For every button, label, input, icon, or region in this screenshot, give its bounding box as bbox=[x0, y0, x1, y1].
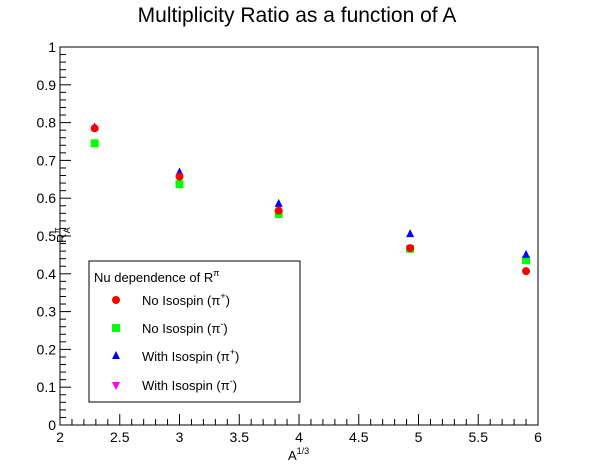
y-axis-label-sub: A bbox=[62, 227, 72, 233]
y-tick-label: 0.6 bbox=[37, 190, 57, 206]
x-tick-label: 2 bbox=[56, 429, 64, 445]
y-tick-label: 0.9 bbox=[37, 77, 57, 93]
data-point bbox=[90, 139, 99, 148]
x-axis: 2 2.5 3 3.5 4 4.5 5 5.5 6 bbox=[56, 414, 542, 445]
data-point bbox=[90, 124, 99, 133]
data-point bbox=[274, 198, 283, 207]
x-tick-label: 5 bbox=[415, 429, 423, 445]
y-axis-label: RπA bbox=[52, 227, 72, 243]
legend-marker bbox=[112, 324, 120, 332]
legend: Nu dependence of Rπ No Isospin (π+)No Is… bbox=[88, 260, 301, 403]
data-points bbox=[90, 122, 531, 276]
legend-label: With Isospin (π+) bbox=[142, 347, 239, 364]
data-point bbox=[175, 172, 184, 181]
legend-entries: No Isospin (π+) No Isospin (π-) With Isosp… bbox=[112, 291, 239, 393]
y-axis: 0 0.1 0.2 0.3 0.4 0.5 0.6 0.7 0.8 0.9 1 bbox=[37, 39, 71, 433]
data-point bbox=[522, 267, 531, 276]
y-tick-label: 0.3 bbox=[37, 304, 57, 320]
y-tick-label: 0.2 bbox=[37, 341, 57, 357]
x-tick-label: 2.5 bbox=[110, 429, 130, 445]
y-tick-label: 0.1 bbox=[37, 379, 57, 395]
data-point bbox=[274, 206, 283, 215]
legend-marker bbox=[112, 382, 120, 390]
x-tick-label: 6 bbox=[534, 429, 542, 445]
y-tick-label: 0.8 bbox=[37, 115, 57, 131]
chart-title: Multiplicity Ratio as a function of A bbox=[138, 4, 457, 27]
data-point bbox=[175, 180, 184, 189]
legend-marker bbox=[112, 296, 120, 304]
data-point bbox=[406, 244, 415, 253]
legend-marker bbox=[112, 351, 120, 359]
x-tick-label: 4 bbox=[295, 429, 303, 445]
x-tick-label: 5.5 bbox=[469, 429, 489, 445]
data-point bbox=[522, 256, 531, 265]
data-point bbox=[406, 229, 415, 238]
x-tick-label: 4.5 bbox=[349, 429, 369, 445]
y-tick-label: 0.7 bbox=[37, 152, 57, 168]
y-tick-label: 1 bbox=[48, 39, 56, 55]
x-tick-label: 3.5 bbox=[230, 429, 250, 445]
y-axis-label-sup: π bbox=[52, 227, 62, 233]
legend-label: No Isospin (π-) bbox=[142, 319, 228, 336]
legend-header: Nu dependence of Rπ bbox=[94, 268, 219, 285]
y-axis-label-base: R bbox=[54, 234, 69, 243]
x-axis-label-sup: 1/3 bbox=[297, 446, 310, 456]
legend-box bbox=[88, 260, 301, 403]
x-axis-label: A1/3 bbox=[288, 446, 309, 463]
data-point bbox=[522, 249, 531, 258]
y-tick-label: 0.4 bbox=[37, 266, 57, 282]
y-tick-label: 0 bbox=[48, 417, 56, 433]
x-axis-label-base: A bbox=[288, 448, 297, 463]
legend-label: No Isospin (π+) bbox=[142, 291, 230, 308]
legend-header-base: Nu dependence of R bbox=[94, 270, 213, 285]
x-tick-label: 3 bbox=[176, 429, 184, 445]
y-tick-label: 0.5 bbox=[37, 228, 57, 244]
legend-header-sup: π bbox=[213, 268, 219, 278]
legend-label: With Isospin (π-) bbox=[142, 376, 237, 393]
